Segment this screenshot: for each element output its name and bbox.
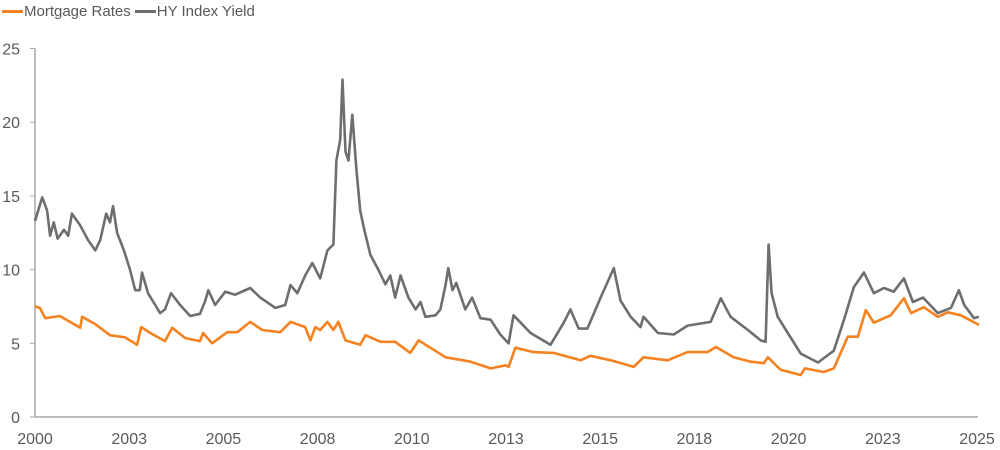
legend-item-mortgage-rates: Mortgage Rates: [2, 3, 131, 20]
x-tick-label: 2010: [394, 431, 430, 448]
x-tick-label: 2020: [771, 431, 807, 448]
y-tick-label: 5: [11, 336, 20, 353]
x-tick-label: 2008: [300, 431, 336, 448]
series-line-mortgage-rates: [34, 297, 980, 377]
legend-label-mortgage-rates: Mortgage Rates: [24, 3, 131, 20]
x-tick-label: 2023: [865, 431, 901, 448]
y-tick-label: 0: [11, 410, 20, 427]
x-tick-label: 2015: [582, 431, 618, 448]
legend-item-hy-index-yield: HY Index Yield: [134, 3, 255, 20]
y-tick-label: 10: [2, 263, 20, 280]
legend-label-hy-index-yield: HY Index Yield: [156, 3, 255, 20]
x-tick-label: 2000: [17, 431, 53, 448]
legend-swatch-hy-index-yield: [134, 10, 156, 13]
y-tick-label: 15: [2, 189, 20, 206]
x-tick-label: 2005: [206, 431, 242, 448]
series-line-hy-index-yield: [33, 78, 980, 364]
x-tick-label: 2025: [959, 431, 995, 448]
chart-legend: Mortgage Rates HY Index Yield: [2, 3, 259, 20]
y-tick-label: 25: [2, 42, 20, 59]
y-tick-label: 20: [2, 115, 20, 132]
x-tick-label: 2018: [677, 431, 713, 448]
legend-swatch-mortgage-rates: [2, 10, 23, 13]
x-tick-label: 2013: [488, 431, 524, 448]
x-tick-label: 2003: [111, 431, 147, 448]
